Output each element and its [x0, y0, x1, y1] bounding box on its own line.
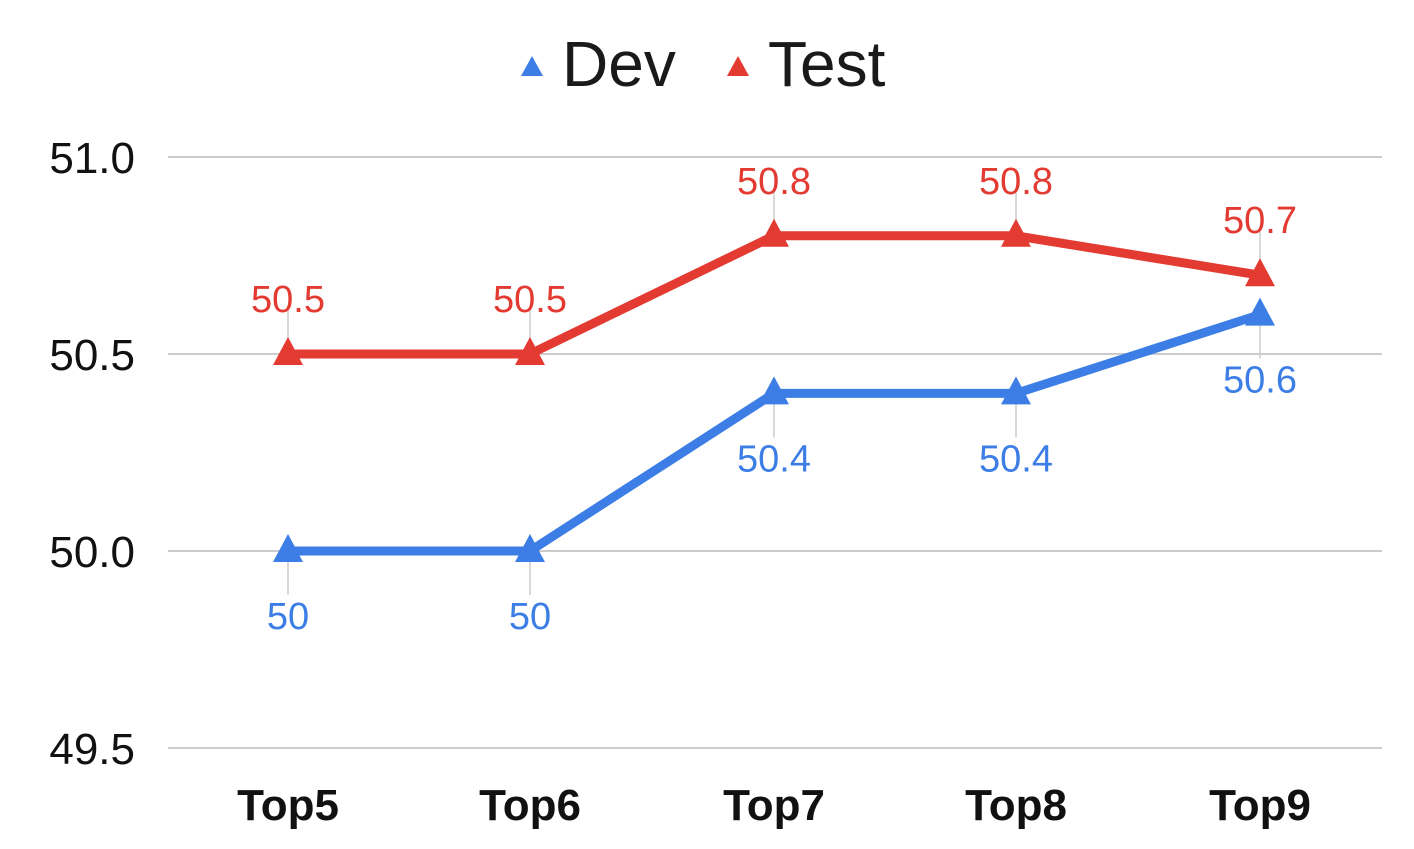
series-dev-point: [1001, 376, 1031, 405]
series-dev-point: [273, 534, 303, 562]
data-labels: 50 50 50.4 50.4 50.6 50.5 50.5 50.8 50.8 50.7: [251, 161, 1297, 638]
y-tick-label: 49.5: [49, 725, 135, 774]
series-test-point: [1001, 218, 1031, 247]
series-dev-data-label: 50.6: [1223, 360, 1297, 402]
series-test-point: [1245, 258, 1275, 287]
y-tick-label: 51.0: [49, 134, 135, 183]
series-dev-data-label: 50.4: [737, 438, 811, 480]
series-test-data-label: 50.5: [251, 279, 325, 321]
series: [273, 218, 1275, 562]
series-dev-point: [1245, 297, 1275, 326]
x-tick-label: Top7: [723, 781, 825, 830]
series-test-data-label: 50.8: [979, 161, 1053, 203]
legend-marker-dev: [521, 56, 543, 76]
y-axis: 49.5 50.0 50.5 51.0: [49, 134, 135, 774]
legend-label-test: Test: [768, 28, 886, 100]
x-tick-label: Top5: [237, 781, 339, 830]
y-tick-label: 50.0: [49, 528, 135, 577]
series-dev-point: [759, 376, 789, 405]
x-axis: Top5 Top6 Top7 Top8 Top9: [237, 781, 1311, 830]
y-tick-label: 50.5: [49, 331, 135, 380]
x-tick-label: Top6: [479, 781, 581, 830]
legend-marker-test: [727, 56, 749, 76]
series-test-data-label: 50.8: [737, 161, 811, 203]
series-test-line: [283, 231, 1265, 359]
series-dev-data-label: 50: [267, 596, 309, 638]
series-test-point: [759, 218, 789, 247]
series-test-data-label: 50.7: [1223, 200, 1297, 242]
series-test-point: [273, 337, 303, 365]
legend: Dev Test: [521, 28, 886, 100]
series-test-data-label: 50.5: [493, 279, 567, 321]
series-dev-point: [515, 534, 545, 562]
series-dev-data-label: 50.4: [979, 438, 1053, 480]
series-test-point: [515, 337, 545, 365]
x-tick-label: Top9: [1209, 781, 1311, 830]
x-tick-label: Top8: [965, 781, 1067, 830]
series-dev-data-label: 50: [509, 596, 551, 638]
legend-label-dev: Dev: [562, 28, 676, 100]
